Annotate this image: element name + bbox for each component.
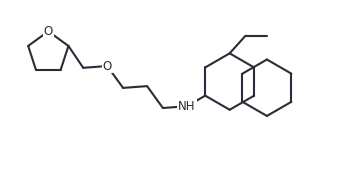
Text: NH: NH: [178, 100, 196, 113]
Text: O: O: [103, 60, 112, 72]
Text: O: O: [44, 25, 53, 38]
Text: O: O: [44, 25, 53, 38]
